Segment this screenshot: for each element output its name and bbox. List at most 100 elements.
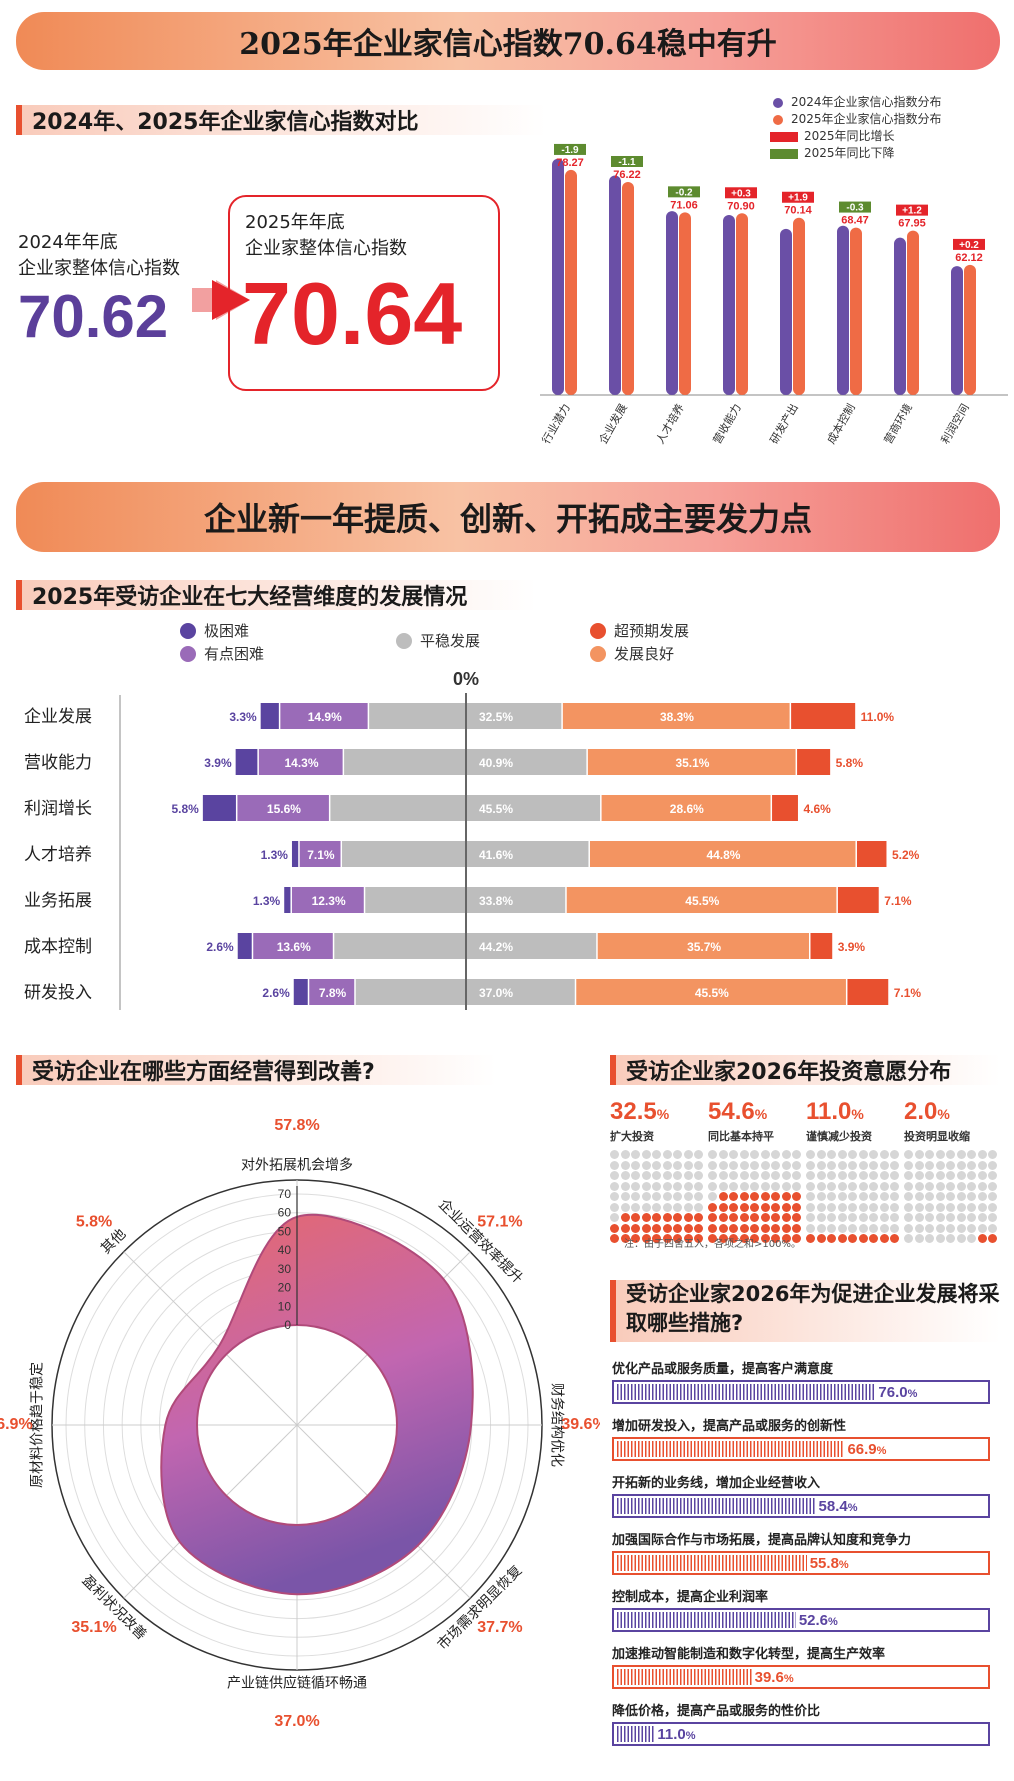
waffle-dot-filled [781, 1234, 791, 1243]
value-label: 68.47 [841, 215, 869, 227]
change-label: +0.3 [731, 188, 751, 199]
waffle-dot [652, 1160, 661, 1170]
waffle-dot [708, 1192, 717, 1201]
change-decrease-badge [668, 186, 700, 198]
waffle-dot-filled [858, 1234, 868, 1243]
measure-bar: 76.0% [612, 1380, 990, 1404]
legend-stable-text: 平稳发展 [420, 632, 481, 650]
waffle-dot [904, 1192, 913, 1201]
value-label: 28.6% [670, 802, 704, 816]
axis-label: 原材料价格趋于稳定 [29, 1362, 45, 1488]
seg-exceed [797, 749, 831, 775]
waffle-dot-filled [760, 1213, 770, 1222]
waffle-dot [935, 1202, 945, 1212]
waffle-dot-filled [729, 1192, 738, 1201]
value-label: 35.7% [687, 940, 721, 954]
waffle-dot [631, 1160, 640, 1170]
value-label: 5.8% [76, 1213, 112, 1230]
waffle-dot [869, 1202, 878, 1212]
waffle-dot [771, 1160, 780, 1170]
legend-somewhat-hard: 有点困难 [180, 643, 264, 664]
measure-value-unit: % [847, 1501, 858, 1514]
waffle-dot [694, 1181, 703, 1191]
waffle-dot [914, 1192, 924, 1201]
waffle-dot [946, 1234, 955, 1243]
waffle-dot [890, 1171, 899, 1180]
bar-2024 [894, 237, 906, 395]
seg-very-hard [284, 887, 291, 913]
waffle-dot-filled [652, 1223, 661, 1233]
waffle-dot [967, 1171, 976, 1180]
waffle-dot [620, 1181, 630, 1191]
seg-somewhat-hard [237, 795, 329, 821]
waffle-dot [914, 1181, 924, 1191]
waffle-dot [967, 1202, 976, 1212]
waffle-dot [848, 1202, 857, 1212]
r-tick-label: 70 [278, 1187, 292, 1201]
waffle-dot [827, 1181, 836, 1191]
waffle-dot [694, 1192, 703, 1201]
waffle-dot [904, 1150, 913, 1159]
waffle-dot-filled [739, 1213, 749, 1222]
waffle-dot-filled [792, 1234, 801, 1243]
value-label: 44.2% [479, 940, 513, 954]
x-tick-label: 行业潜力 [539, 401, 573, 446]
waffle-dot [914, 1171, 924, 1180]
waffle-dot-filled [673, 1213, 682, 1222]
waffle-dot [914, 1234, 924, 1243]
bar-2025 [679, 212, 691, 395]
waffle-dot [827, 1202, 836, 1212]
waffle-dot-filled [652, 1234, 661, 1243]
waffle-dot [806, 1192, 815, 1201]
category-label: 成本控制 [24, 937, 92, 956]
seg-exceed [856, 841, 887, 867]
x-tick-label: 人才培养 [653, 401, 687, 446]
invest-pct: 11.0% [806, 1100, 894, 1126]
waffle-dot [683, 1181, 693, 1191]
value-label: 37.7% [477, 1619, 522, 1636]
waffle-dot [890, 1181, 899, 1191]
waffle-dot [816, 1160, 826, 1170]
waffle-dot [827, 1171, 836, 1180]
waffle-dot-filled [729, 1202, 738, 1212]
waffle-dot [890, 1192, 899, 1201]
waffle-dot [977, 1171, 987, 1180]
waffle-dot-filled [718, 1202, 728, 1212]
waffle-dot [816, 1202, 826, 1212]
value-label: 3.9% [838, 940, 866, 954]
waffle-dot [662, 1150, 672, 1159]
waffle-dot [718, 1171, 728, 1180]
r-tick-label: 40 [278, 1243, 292, 1257]
waffle-dot [925, 1160, 934, 1170]
waffle-dot [879, 1150, 889, 1159]
waffle-dot [816, 1150, 826, 1159]
value-label: 45.5% [479, 802, 513, 816]
waffle-dot [935, 1150, 945, 1159]
waffle-dot [683, 1150, 693, 1159]
measure-bar: 52.6% [612, 1608, 990, 1632]
waffle-dot [956, 1150, 966, 1159]
bar-2025 [622, 181, 634, 395]
invest-pct-value: 54.6 [708, 1098, 755, 1125]
measure-value: 76.0% [878, 1384, 917, 1401]
waffle-dot [620, 1192, 630, 1201]
section-title-compare: 2024年、2025年企业家信心指数对比 [16, 105, 546, 135]
invest-pct-value: 11.0 [806, 1098, 852, 1125]
waffle-dot [739, 1171, 749, 1180]
category-label: 营收能力 [24, 753, 92, 772]
value-2025: 70.64 [242, 264, 463, 363]
seg-very-hard [291, 841, 299, 867]
waffle-dot-filled [771, 1213, 780, 1222]
waffle-dot [683, 1192, 693, 1201]
invest-pct-unit: % [656, 1106, 670, 1122]
waffle-dot [631, 1181, 640, 1191]
bar-legend: 2024年企业家信心指数分布 2025年企业家信心指数分布 2025年同比增长 … [770, 94, 942, 162]
section-title-dimensions-text: 2025年受访企业在七大经营维度的发展情况 [32, 585, 468, 610]
value-label: 1.3% [261, 848, 289, 862]
change-label: -0.2 [675, 187, 693, 198]
change-increase-badge [725, 187, 757, 199]
measure-value-unit: % [828, 1615, 838, 1628]
waffle-dot-filled [760, 1192, 770, 1201]
waffle-dot [988, 1171, 997, 1180]
box-2025 [228, 195, 500, 391]
